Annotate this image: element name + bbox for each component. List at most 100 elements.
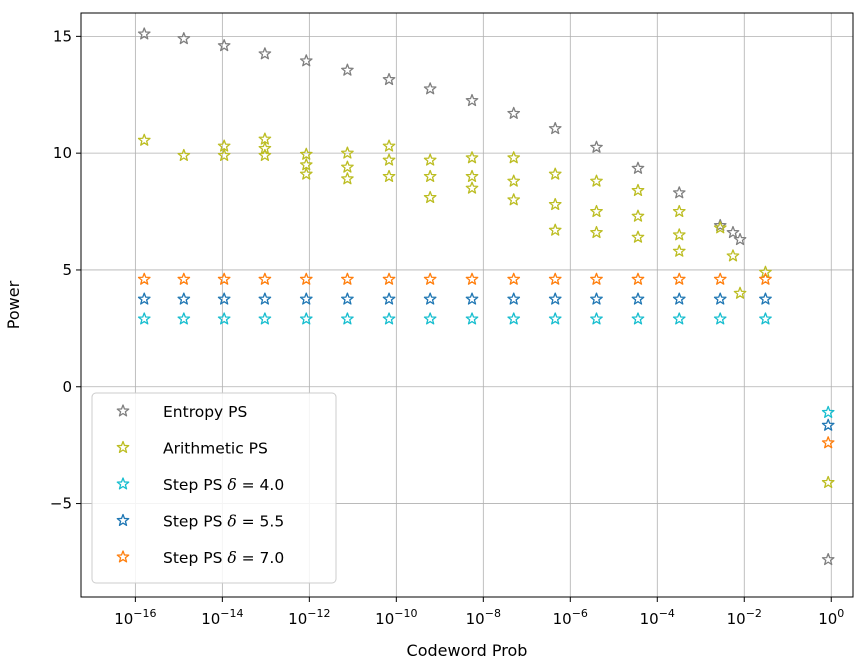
data-point xyxy=(137,133,151,146)
data-point xyxy=(548,292,562,305)
x-tick-label: 10−12 xyxy=(288,607,330,628)
data-point xyxy=(726,249,740,262)
legend-name: Step PS xyxy=(163,476,227,494)
data-point xyxy=(137,312,151,325)
data-point xyxy=(258,148,272,162)
data-point xyxy=(672,292,686,305)
x-axis-ticks: 10−16 10−14 10−12 10−10 10−8 10−6 10−4 10−2 100 xyxy=(114,597,844,628)
data-point xyxy=(672,244,686,257)
data-point xyxy=(465,93,479,107)
data-point xyxy=(548,167,562,180)
x-tick-base: 10 xyxy=(201,610,220,628)
data-point xyxy=(821,552,835,566)
data-point xyxy=(137,272,151,285)
data-point xyxy=(299,167,313,180)
data-point xyxy=(759,292,772,305)
data-point xyxy=(672,228,686,241)
data-point xyxy=(217,312,231,325)
data-point xyxy=(465,312,479,325)
data-point xyxy=(299,147,313,160)
data-point xyxy=(217,292,231,305)
data-point xyxy=(299,158,313,171)
data-point xyxy=(423,272,437,285)
series-1 xyxy=(137,132,835,489)
legend-label: Entropy PS xyxy=(163,403,247,421)
y-tick-label: 5 xyxy=(62,261,72,279)
data-point xyxy=(548,121,562,135)
data-point xyxy=(465,292,479,305)
data-point xyxy=(672,272,686,285)
x-tick-base: 10 xyxy=(640,610,659,628)
x-tick-exponent: −8 xyxy=(485,607,501,620)
data-point xyxy=(726,225,740,239)
data-point xyxy=(341,172,354,185)
data-point xyxy=(548,197,562,211)
data-point xyxy=(217,272,231,285)
y-tick-label: 15 xyxy=(53,27,72,45)
series-4 xyxy=(137,272,835,449)
x-tick-exponent: −10 xyxy=(394,607,417,620)
data-point xyxy=(465,272,479,285)
data-point xyxy=(507,106,521,119)
y-axis-ticks: 15 10 5 0 −5 xyxy=(50,27,81,513)
data-point xyxy=(382,272,396,285)
data-point xyxy=(137,292,151,305)
legend-label: Step PS δ = 5.5 xyxy=(163,513,284,531)
data-point xyxy=(548,272,562,285)
data-point xyxy=(548,312,562,325)
data-point xyxy=(713,218,727,232)
y-tick-label: 10 xyxy=(53,144,72,162)
data-point xyxy=(341,63,354,76)
y-tick-label: 0 xyxy=(62,378,72,396)
legend-label: Arithmetic PS xyxy=(163,440,268,458)
data-point xyxy=(423,190,437,204)
data-point xyxy=(258,292,272,305)
legend-equals: = xyxy=(237,513,260,531)
data-point xyxy=(507,151,521,164)
data-point xyxy=(631,209,645,222)
data-point xyxy=(507,312,521,325)
data-point xyxy=(631,292,645,305)
legend-name: Arithmetic PS xyxy=(163,440,268,458)
data-point xyxy=(713,272,727,285)
data-point xyxy=(299,292,313,305)
data-point xyxy=(672,204,686,218)
data-point xyxy=(299,312,313,325)
data-point xyxy=(759,272,772,285)
legend-entry: Step PS δ = 4.0 xyxy=(116,476,284,494)
data-point xyxy=(341,292,354,305)
x-tick-base: 10 xyxy=(553,610,572,628)
data-points xyxy=(137,27,835,566)
data-point xyxy=(465,169,479,183)
data-point xyxy=(590,204,603,218)
data-point xyxy=(341,146,354,159)
data-point xyxy=(177,312,191,325)
legend-name: Step PS xyxy=(163,549,227,567)
x-tick-exponent: −6 xyxy=(572,607,588,620)
x-tick-base: 10 xyxy=(375,610,394,628)
data-point xyxy=(382,72,396,86)
legend-marker xyxy=(116,477,130,490)
data-point xyxy=(217,139,231,152)
legend-equals: = xyxy=(237,549,260,567)
x-tick-exponent: −12 xyxy=(307,607,330,620)
data-point xyxy=(631,183,645,197)
data-point xyxy=(821,475,835,489)
data-point xyxy=(258,272,272,285)
data-point xyxy=(465,151,479,164)
legend-marker xyxy=(116,550,130,563)
legend-delta-symbol: δ xyxy=(227,476,236,494)
data-point xyxy=(733,232,747,246)
data-point xyxy=(507,174,521,187)
data-point xyxy=(423,312,437,325)
data-point xyxy=(590,272,603,285)
data-point xyxy=(713,221,727,234)
legend-name: Step PS xyxy=(163,513,227,531)
data-point xyxy=(382,312,396,325)
x-tick-label: 10−8 xyxy=(466,607,501,628)
data-point xyxy=(299,272,313,285)
data-point xyxy=(590,140,603,153)
x-tick-exponent: −14 xyxy=(220,607,243,620)
